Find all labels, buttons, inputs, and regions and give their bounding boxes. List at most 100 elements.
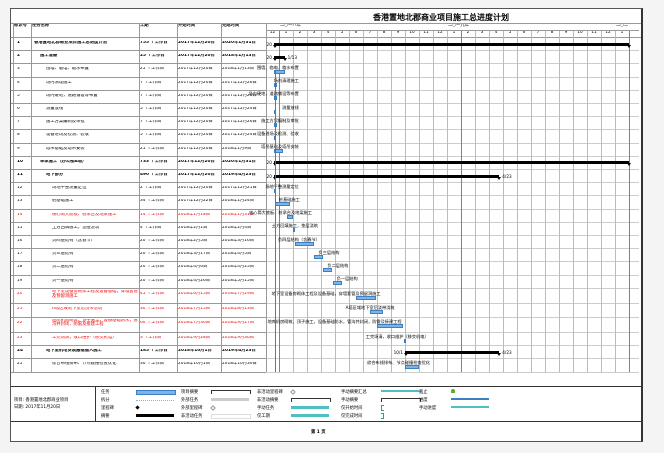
- task-duration: 755 个工作日: [140, 41, 168, 45]
- task-id: 2: [17, 54, 20, 59]
- month-label: 1: [620, 31, 624, 35]
- row-divider: [11, 182, 266, 184]
- task-id: 17: [17, 252, 23, 257]
- task-finish: 2018年1月9日: [222, 146, 252, 151]
- task-id: 25: [17, 362, 23, 367]
- task-finish: 2017年12月24日: [222, 133, 257, 138]
- task-duration: 20 个工作日: [140, 265, 165, 270]
- bar-label: 围墙、临电、临水布置: [256, 65, 299, 70]
- task-finish: 2018年8月13日: [222, 307, 255, 312]
- bar-label: 设备进场及检测、验收: [256, 131, 299, 136]
- month-label: 2: [298, 31, 302, 35]
- legend-diamond-o-icon: [210, 404, 216, 411]
- legend-summary-icon: [136, 413, 174, 417]
- legend-label: 手动进度: [419, 405, 437, 411]
- legend-teal-bar-icon: [291, 405, 329, 409]
- task-start: 2018年10月1日: [178, 362, 211, 367]
- bar-label: 地库机房砌筑、顶子施工，设备基础防水，管沟井封闭，防雷及接建工程: [267, 319, 402, 325]
- row-divider: [11, 316, 266, 318]
- bar-label: 场内硬地，道路铺设等布置: [248, 91, 299, 97]
- bar-label: A塔区域地下室后浇带浇筑: [345, 304, 395, 310]
- column-header-id: 标识号: [14, 24, 27, 28]
- task-name: 综合布线排布、节点碰撞检查优化: [52, 362, 117, 367]
- task-bar: [332, 281, 342, 286]
- task-duration: 2 个工作日: [140, 186, 162, 191]
- task-bar: [273, 149, 283, 154]
- divider: [266, 30, 639, 31]
- summary-start-cap: [272, 44, 277, 50]
- legend-bracket-icon: [381, 397, 421, 402]
- task-id: 12: [17, 186, 23, 191]
- task-name: 场内硬地，道路铺设等布置: [46, 93, 98, 98]
- year-label: 二○二: [616, 24, 629, 28]
- task-finish: 2018年7月29日: [222, 291, 255, 296]
- bar-label: 施工方案编制及审批: [261, 117, 299, 123]
- task-finish: 2017年12月26日: [222, 93, 257, 98]
- month-label: 4: [326, 31, 330, 35]
- legend-diamond-o-icon: [290, 388, 296, 395]
- task-bar: [294, 241, 314, 246]
- task-duration: 185 个工作日: [140, 349, 168, 354]
- row-divider: [11, 274, 266, 276]
- column-divider: [221, 23, 222, 372]
- month-label: 10: [409, 31, 415, 35]
- row-divider: [266, 221, 639, 223]
- task-duration: 25 个工作日: [140, 67, 165, 72]
- task-start: 2017年12月20日: [178, 120, 213, 125]
- row-divider: [266, 182, 639, 184]
- task-start: 2018年2月5日: [178, 239, 208, 243]
- row-divider: [266, 169, 639, 170]
- task-name: 设备进场及检测、验收: [46, 133, 89, 138]
- column-divider: [177, 23, 178, 372]
- row-divider: [11, 116, 266, 118]
- legend-gray-icon: [211, 397, 249, 401]
- task-finish: 2018年4月5日: [222, 252, 252, 257]
- task-start: 2018年4月26日: [178, 278, 211, 283]
- page-number: 第 1 页: [311, 430, 326, 435]
- bar-label: 工完场清，收口维护（移交机电）: [365, 333, 429, 339]
- task-start: 2018年9月28日: [178, 336, 211, 340]
- column-header-start: 开始时间: [178, 24, 196, 28]
- month-label: 5: [340, 31, 344, 35]
- month-label: 5: [508, 31, 512, 35]
- task-id: 22: [17, 320, 23, 325]
- task-start: 2018年1月18日: [178, 212, 211, 217]
- task-name: 香港置地北郡商业项目施工总进度计划: [34, 41, 108, 45]
- month-label: 4: [494, 31, 498, 35]
- row-divider: [11, 332, 266, 333]
- divider: [11, 385, 641, 387]
- task-id: 10: [17, 159, 23, 164]
- row-divider: [11, 248, 266, 250]
- month-gridline: [363, 30, 364, 372]
- row-divider: [266, 371, 639, 373]
- column-header-duration: 工期: [140, 24, 149, 28]
- task-start: 2018年7月15日: [178, 307, 211, 312]
- month-label: 2: [466, 31, 470, 35]
- bar-label: 综合布线排布、节点碰撞检查优化: [367, 360, 430, 365]
- task-duration: 34 个工作日: [140, 199, 165, 204]
- task-name: 塔吊基础及塔吊安装: [46, 146, 85, 151]
- task-finish: 2018年5月15日: [222, 278, 255, 283]
- month-gridline: [433, 30, 434, 372]
- year-label: 二○一八年: [280, 24, 301, 28]
- task-duration: 14 个工作日: [140, 212, 165, 217]
- project-date: 日期: 2017年11月20日: [14, 405, 61, 410]
- legend-label: 进度: [419, 397, 428, 403]
- task-bar: [273, 70, 285, 74]
- legend-label: 截止: [419, 389, 428, 395]
- task-name: 场内清理施工: [46, 80, 72, 85]
- task-finish: 2017年12月21日: [222, 186, 257, 191]
- task-name: 地下部分: [46, 173, 64, 177]
- month-label: 6: [522, 31, 526, 35]
- row-divider: [266, 116, 639, 118]
- month-label: 12: [437, 31, 443, 35]
- legend-label: 手动摘要汇总: [341, 389, 367, 395]
- row-divider: [266, 358, 639, 360]
- month-gridline: [307, 30, 308, 372]
- task-name: 土方回填施工，垫层浇筑: [52, 225, 100, 230]
- task-start: 2017年12月20日: [178, 93, 213, 98]
- task-id: 7: [17, 120, 20, 125]
- task-name: 负一层结构: [52, 278, 74, 283]
- bar-label: 桩基础施工: [278, 197, 300, 202]
- month-gridline: [573, 30, 574, 372]
